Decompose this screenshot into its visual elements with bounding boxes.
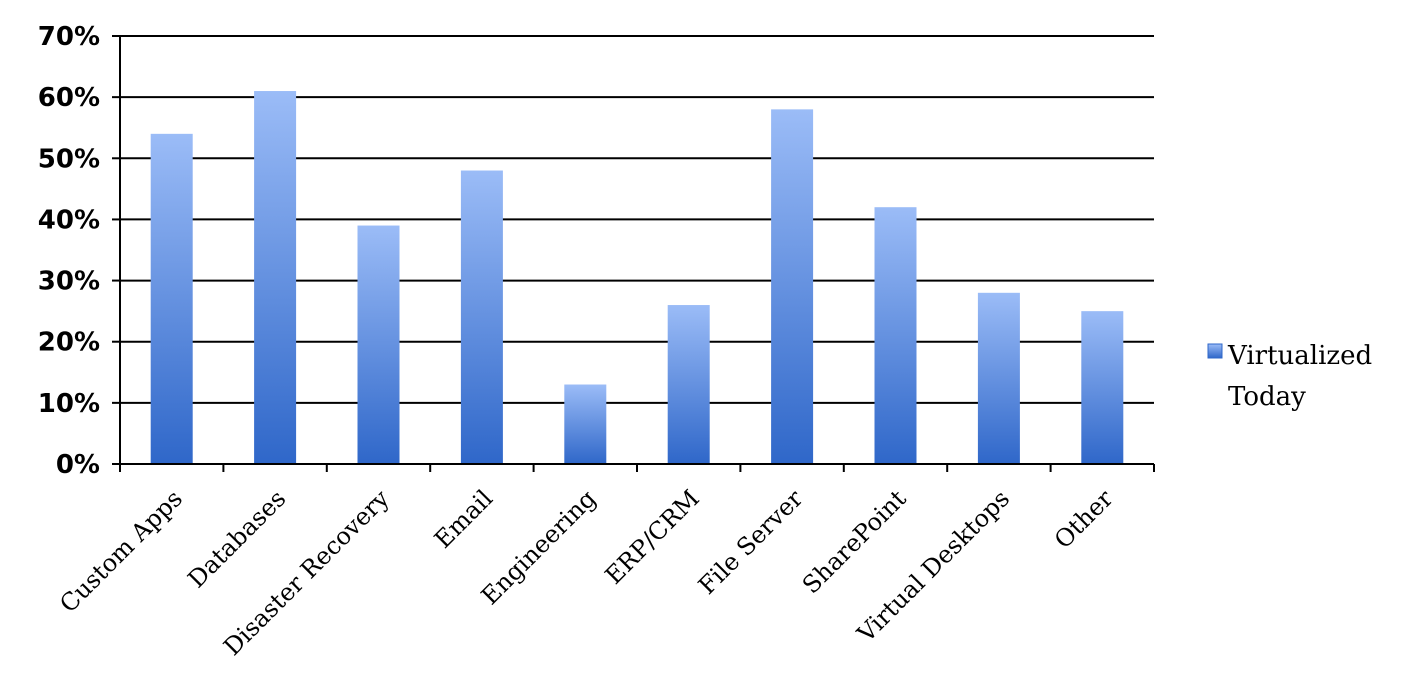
legend-label-line-2: Today <box>1228 382 1306 412</box>
bars <box>150 91 1124 465</box>
bar <box>254 91 297 465</box>
legend-label-line-1: Virtualized <box>1227 341 1372 371</box>
bar <box>667 305 710 464</box>
bar <box>874 207 917 464</box>
y-tick-label: 40% <box>38 205 100 235</box>
y-tick-label: 70% <box>38 22 100 52</box>
x-tick-label: Databases <box>182 484 291 593</box>
y-tick-label: 0% <box>56 450 100 480</box>
x-tick-label: File Server <box>693 484 809 600</box>
x-tick-label: Custom Apps <box>54 484 188 618</box>
legend-swatch <box>1207 343 1223 359</box>
y-tick-label: 60% <box>38 83 100 113</box>
legend: Virtualized Today <box>1207 341 1372 412</box>
bar <box>564 384 607 464</box>
y-tick-label: 10% <box>38 389 100 419</box>
bar <box>1081 311 1124 464</box>
bar <box>460 170 503 464</box>
x-tick-label: SharePoint <box>797 484 912 599</box>
bar <box>771 109 814 464</box>
x-tick-label: Email <box>429 484 498 553</box>
bar <box>977 292 1020 464</box>
y-axis-ticks: 0% 10% 20% 30% 40% 50% 60% 70% <box>38 22 120 480</box>
y-tick-label: 30% <box>38 267 100 297</box>
bar <box>357 225 400 464</box>
y-tick-label: 20% <box>38 328 100 358</box>
bar <box>150 133 193 465</box>
x-tick-label: ERP/CRM <box>600 484 705 589</box>
x-tick-label: Other <box>1049 484 1119 554</box>
y-tick-label: 50% <box>38 144 100 174</box>
